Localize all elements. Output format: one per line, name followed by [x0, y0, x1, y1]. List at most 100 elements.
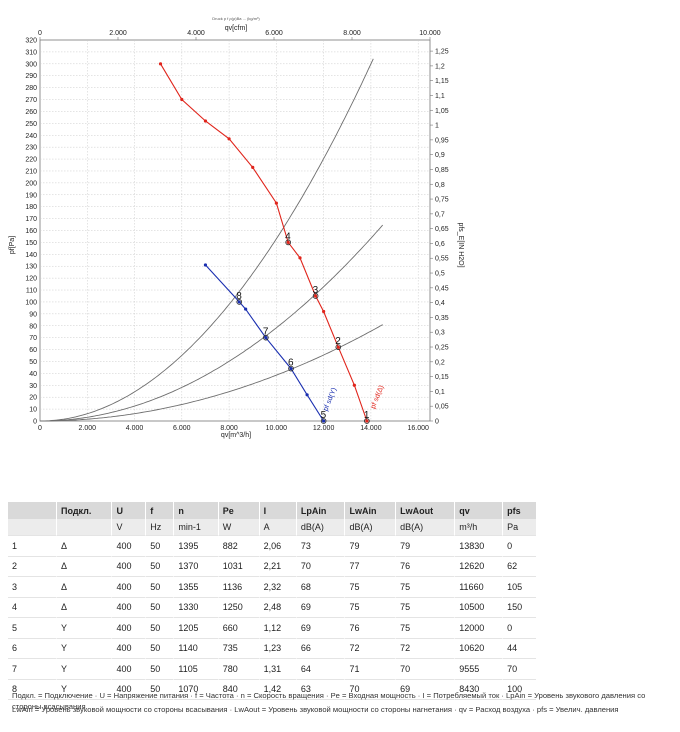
operating-point-marker: [263, 334, 269, 341]
y-right-tick-label: 1: [435, 123, 439, 130]
table-row: 3 Δ 400 50 1355 1136 2,32 68 75 75 11660 105: [8, 577, 536, 598]
table-cell: 69: [395, 679, 455, 700]
y-right-tick-label: 0: [435, 419, 439, 426]
y-left-tick-label: 50: [29, 359, 37, 366]
curve-point: [322, 419, 326, 423]
table-cell: 76: [344, 618, 396, 639]
table-cell: 1,42: [258, 679, 296, 700]
table-row: 7 Y 400 50 1105 780 1,31 64 71 70 9555 70: [8, 659, 536, 680]
y-left-axis-label: pf[Pa]: [9, 236, 16, 254]
table-cell: 75: [344, 597, 396, 618]
table-cell: 79: [395, 536, 455, 557]
x-bottom-tick-label: 10.000: [266, 425, 288, 432]
table-cell: 1205: [173, 618, 218, 639]
curve-point: [264, 336, 268, 340]
table-cell: 63: [295, 679, 345, 700]
curve-point: [322, 309, 326, 314]
y-left-tick-label: 250: [25, 121, 37, 128]
table-cell: Δ: [56, 536, 112, 557]
curve-point: [365, 419, 369, 423]
table-cell: 11660: [454, 577, 503, 598]
y-left-tick-label: 300: [25, 61, 37, 68]
legend-line-2: LwAin = Уровень звуковой мощности со сто…: [12, 705, 619, 714]
table-cell: 79: [344, 536, 396, 557]
table-cell: Δ: [56, 556, 112, 577]
table-row: 6 Y 400 50 1140 735 1,23 66 72 72 10620 44: [8, 638, 536, 659]
table-cell: 75: [395, 577, 455, 598]
table-cell: 1031: [217, 556, 259, 577]
table-cell: Y: [56, 659, 112, 680]
y-right-tick-label: 0,9: [435, 152, 445, 159]
table-cell: 2,06: [258, 536, 296, 557]
y-left-tick-label: 80: [29, 323, 37, 330]
unit-cell: [56, 519, 112, 536]
unit-cell: Pa: [502, 519, 536, 536]
table-cell: 12000: [454, 618, 503, 639]
y-left-tick-label: 140: [25, 252, 37, 259]
curve-point: [314, 294, 318, 298]
operating-point-label: 7: [263, 327, 269, 338]
table-cell: 8430: [454, 679, 503, 700]
x-bottom-tick-label: 14.000: [360, 425, 382, 432]
unit-cell: W: [217, 519, 259, 536]
table-cell: Y: [56, 679, 112, 700]
table-cell: 50: [145, 597, 174, 618]
table-cell: 1140: [173, 638, 218, 659]
legend-line-1: Подкл. = Подключение · U = Напряжение пи…: [12, 691, 646, 711]
table-row: 4 Δ 400 50 1330 1250 2,48 69 75 75 10500 150: [8, 597, 536, 618]
x-top-tick-label: 2.000: [109, 30, 127, 37]
y-right-axis-label: pfs_E[IN H2O]: [457, 222, 464, 267]
th-lwaout: LwAout: [395, 502, 455, 519]
y-right-tick-label: 0,8: [435, 182, 445, 189]
x-bottom-tick-label: 12.000: [313, 425, 335, 432]
curve-point: [203, 119, 208, 123]
curve-point: [289, 367, 293, 371]
y-right-tick-label: 0,4: [435, 300, 445, 307]
system-curve: [40, 224, 384, 422]
table-cell: 105: [502, 577, 536, 598]
table-cell: 76: [395, 556, 455, 577]
table-cell: 69: [295, 597, 345, 618]
table-cell: 70: [344, 679, 396, 700]
table-cell: 400: [111, 618, 146, 639]
table-cell: 0: [502, 618, 536, 639]
curve-point: [274, 201, 278, 205]
table-cell: 2,21: [258, 556, 296, 577]
y-left-tick-label: 40: [29, 371, 37, 378]
table-cell: 71: [344, 659, 396, 680]
table-cell: 1370: [173, 556, 218, 577]
y-left-tick-label: 100: [25, 299, 37, 306]
table-cell: 12620: [454, 556, 503, 577]
table-row: 8 Y 400 50 1070 840 1,42 63 70 69 8430 100: [8, 679, 536, 700]
table-cell: 400: [111, 536, 146, 557]
y-right-tick-label: 0,15: [435, 374, 449, 381]
curve-point: [237, 300, 241, 304]
table-cell: 75: [395, 618, 455, 639]
y-right-tick-label: 0,55: [435, 256, 449, 263]
table-cell: 10500: [454, 597, 503, 618]
y-left-tick-label: 220: [25, 157, 37, 164]
table-cell: 1330: [173, 597, 218, 618]
x-bottom-tick-label: 0: [38, 425, 42, 432]
y-right-tick-label: 0,95: [435, 137, 449, 144]
table-cell: 73: [295, 536, 345, 557]
table-cell: 400: [111, 556, 146, 577]
table-cell: 400: [111, 659, 146, 680]
table-cell: 1136: [217, 577, 259, 598]
table-cell: 50: [145, 536, 174, 557]
unit-cell: dB(A): [344, 519, 396, 536]
table-row: 2 Δ 400 50 1370 1031 2,21 70 77 76 12620 62: [8, 556, 536, 577]
curve-point: [352, 383, 356, 387]
table-cell: 2: [8, 557, 56, 577]
curve-point: [286, 240, 290, 245]
x-bottom-tick-label: 16.000: [407, 425, 429, 432]
table-cell: 735: [217, 638, 259, 659]
y-right-tick-label: 0,65: [435, 226, 449, 233]
unit-cell: Hz: [145, 519, 174, 536]
table-cell: 7: [8, 659, 56, 680]
table-cell: 70: [395, 659, 455, 680]
x-bottom-axis-label: qv[m^3/h]: [221, 432, 251, 439]
table-cell: 72: [395, 638, 455, 659]
table-cell: 0: [502, 536, 536, 557]
unit-cell: [8, 519, 56, 536]
